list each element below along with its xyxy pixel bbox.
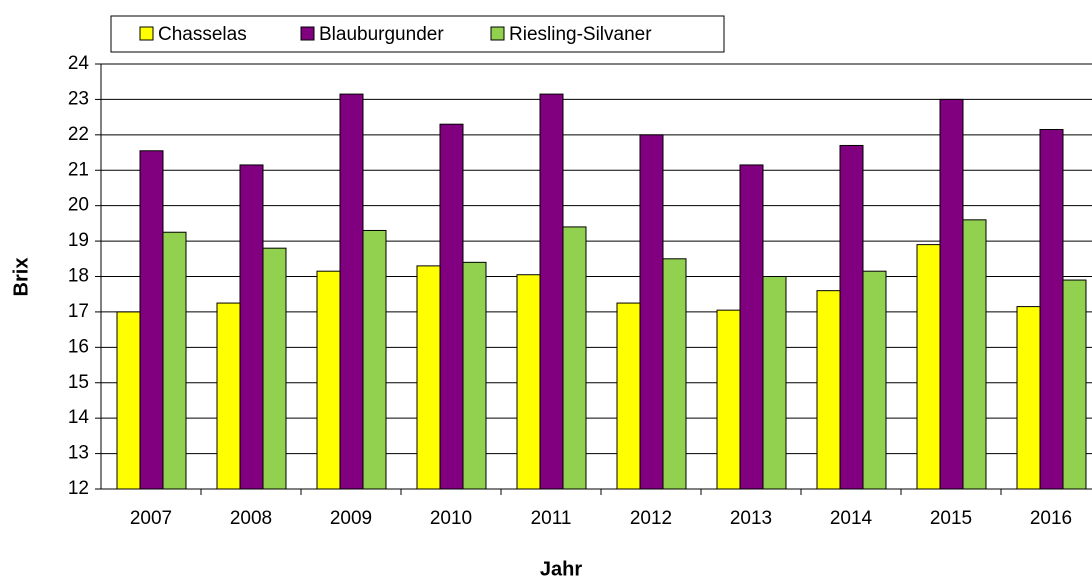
x-tick-label: 2011	[531, 508, 572, 529]
bar	[962, 219, 987, 490]
bar	[616, 302, 641, 490]
bar	[162, 231, 187, 490]
bar	[462, 261, 487, 490]
y-tick-label: 24	[68, 53, 90, 74]
bar	[239, 164, 264, 490]
x-tick-label: 2009	[330, 508, 372, 529]
y-tick-label: 21	[68, 159, 89, 180]
bar	[1062, 279, 1087, 490]
bar	[562, 226, 587, 490]
bar	[639, 134, 664, 490]
x-tick-label: 2012	[630, 508, 672, 529]
bar	[139, 150, 164, 490]
bar	[339, 93, 364, 490]
legend-label: Chasselas	[158, 24, 247, 45]
legend	[110, 15, 725, 53]
bar	[816, 290, 841, 490]
y-tick-label: 17	[68, 301, 89, 322]
bar	[439, 123, 464, 490]
bar	[262, 247, 287, 490]
y-tick-label: 15	[68, 372, 89, 393]
bar	[762, 276, 787, 490]
bar	[539, 93, 564, 490]
bar	[839, 144, 864, 490]
bar	[739, 164, 764, 490]
legend-swatch	[490, 26, 505, 41]
legend-label: Riesling-Silvaner	[509, 24, 652, 45]
x-tick-label: 2008	[230, 508, 272, 529]
bar	[116, 311, 141, 490]
y-tick-label: 18	[68, 266, 89, 287]
bar	[216, 302, 241, 490]
y-tick-label: 14	[68, 407, 90, 428]
legend-label: Blauburgunder	[319, 24, 444, 45]
bar	[516, 274, 541, 490]
bar	[1016, 306, 1041, 490]
bar	[916, 244, 941, 490]
y-axis-label: Brix	[10, 258, 32, 297]
x-tick-label: 2015	[930, 508, 972, 529]
x-tick-label: 2010	[430, 508, 472, 529]
legend-swatch	[300, 26, 315, 41]
y-tick-label: 19	[68, 230, 89, 251]
bar	[416, 265, 441, 490]
legend-swatch	[139, 26, 154, 41]
y-tick-label: 13	[68, 443, 89, 464]
bar	[662, 258, 687, 490]
x-axis-label: Jahr	[540, 558, 582, 580]
bar	[316, 270, 341, 490]
bar	[862, 270, 887, 490]
x-tick-label: 2016	[1030, 508, 1072, 529]
bar	[1039, 129, 1064, 490]
x-tick-label: 2013	[730, 508, 772, 529]
x-tick-label: 2007	[130, 508, 172, 529]
bar	[716, 309, 741, 490]
x-tick-label: 2014	[830, 508, 873, 529]
bar	[939, 98, 964, 490]
y-tick-label: 16	[68, 336, 89, 357]
y-tick-label: 22	[68, 124, 89, 145]
y-tick-label: 20	[68, 195, 89, 216]
y-tick-label: 23	[68, 88, 89, 109]
y-tick-label: 12	[68, 478, 89, 499]
bar	[362, 229, 387, 490]
